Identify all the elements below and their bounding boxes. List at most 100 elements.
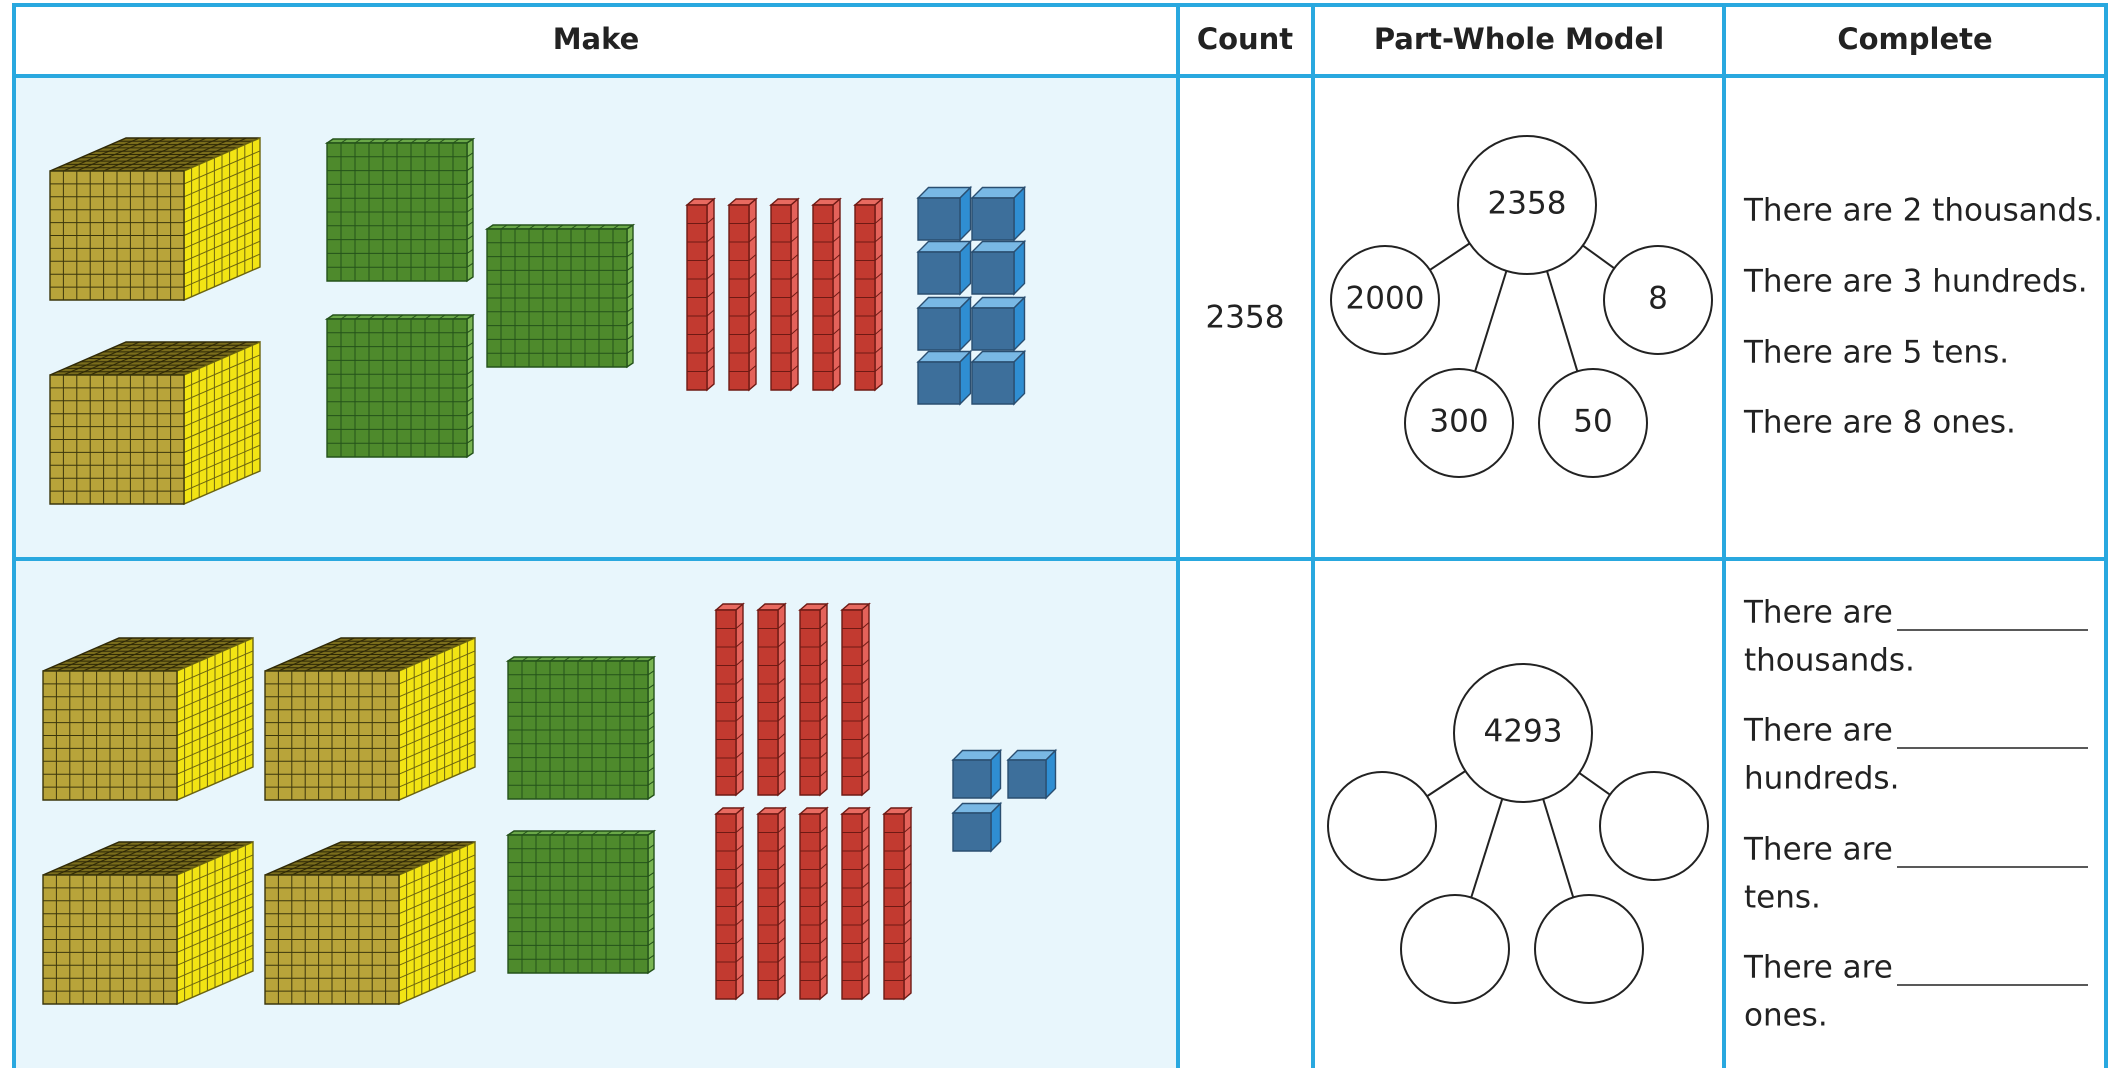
face-fill	[918, 308, 960, 350]
face-grid	[648, 941, 654, 945]
block-face	[707, 199, 714, 390]
block-face	[771, 205, 791, 390]
face-grid	[778, 641, 785, 647]
face-grid	[184, 432, 260, 465]
face-grid	[177, 855, 253, 888]
face-grid	[862, 864, 869, 870]
block-face	[991, 751, 1001, 799]
face-grid	[736, 678, 743, 684]
block-face	[800, 814, 820, 999]
face-grid	[627, 253, 633, 257]
face-grid	[778, 697, 785, 703]
face-grid	[399, 651, 475, 684]
face-grid	[184, 177, 260, 210]
face-grid	[648, 685, 654, 689]
block-face	[884, 814, 904, 999]
face-grid	[862, 641, 869, 647]
face-grid	[399, 690, 475, 723]
face-grid	[177, 741, 253, 774]
face-grid	[177, 868, 253, 901]
face-grid	[778, 734, 785, 740]
face-grid	[707, 273, 714, 279]
face-grid	[399, 894, 475, 927]
face-grid	[875, 218, 882, 224]
block-face	[991, 804, 1001, 852]
face-grid	[627, 308, 633, 312]
face-grid	[627, 266, 633, 270]
sentence-start: There are	[1743, 950, 1893, 986]
block-face	[972, 308, 1014, 350]
block-face	[842, 610, 862, 795]
face-grid	[820, 827, 827, 833]
face-grid	[736, 752, 743, 758]
face-grid	[904, 919, 911, 925]
face-grid	[820, 864, 827, 870]
face-grid	[707, 310, 714, 316]
face-grid	[648, 767, 654, 771]
face-grid	[875, 292, 882, 298]
face-grid	[862, 938, 869, 944]
face-grid	[184, 458, 260, 491]
face-grid	[749, 255, 756, 261]
sentence-start: There are	[1743, 713, 1893, 749]
header-cell: Make	[553, 22, 640, 56]
face-grid	[736, 864, 743, 870]
face-grid	[648, 671, 654, 675]
block-face	[736, 808, 743, 999]
block-face	[265, 671, 399, 800]
face-fill	[918, 362, 960, 404]
face-grid	[749, 292, 756, 298]
face-grid	[627, 335, 633, 339]
face-grid	[627, 322, 633, 326]
face-grid	[736, 956, 743, 962]
face-grid	[467, 439, 473, 443]
connector	[1582, 244, 1615, 270]
face-grid	[648, 928, 654, 932]
face-grid	[648, 740, 654, 744]
face-grid	[736, 975, 743, 981]
block-face	[875, 199, 882, 390]
connector	[1470, 798, 1504, 898]
face-grid	[736, 919, 743, 925]
block-face	[43, 875, 177, 1004]
face-grid	[736, 827, 743, 833]
block-face	[399, 638, 475, 800]
block-face	[953, 813, 991, 851]
face-grid	[778, 882, 785, 888]
face-grid	[778, 623, 785, 629]
block-face	[778, 808, 785, 999]
face-fill	[953, 760, 991, 798]
face-grid	[467, 194, 473, 198]
face-grid	[177, 728, 253, 761]
face-grid	[904, 827, 911, 833]
block-face	[758, 610, 778, 795]
face-grid	[778, 864, 785, 870]
face-grid	[177, 754, 253, 787]
block-face	[918, 362, 960, 404]
face-grid	[749, 236, 756, 242]
block-face	[758, 814, 778, 999]
face-grid	[904, 864, 911, 870]
face-grid	[467, 167, 473, 171]
face-grid	[707, 329, 714, 335]
face-grid	[707, 255, 714, 261]
face-grid	[791, 347, 798, 353]
face-grid	[904, 845, 911, 851]
face-grid	[820, 771, 827, 777]
face-grid	[399, 855, 475, 888]
sentence-end: thousands.	[1744, 643, 1915, 679]
face-grid	[862, 845, 869, 851]
block-face	[265, 842, 475, 875]
block-face	[918, 198, 960, 240]
face-grid	[648, 859, 654, 863]
face-grid	[399, 677, 475, 710]
face-grid	[177, 664, 253, 697]
face-grid	[820, 938, 827, 944]
face-grid	[833, 255, 840, 261]
face-grid	[833, 273, 840, 279]
face-grid	[467, 370, 473, 374]
face-grid	[177, 690, 253, 723]
face-grid	[648, 781, 654, 785]
face-grid	[467, 425, 473, 429]
